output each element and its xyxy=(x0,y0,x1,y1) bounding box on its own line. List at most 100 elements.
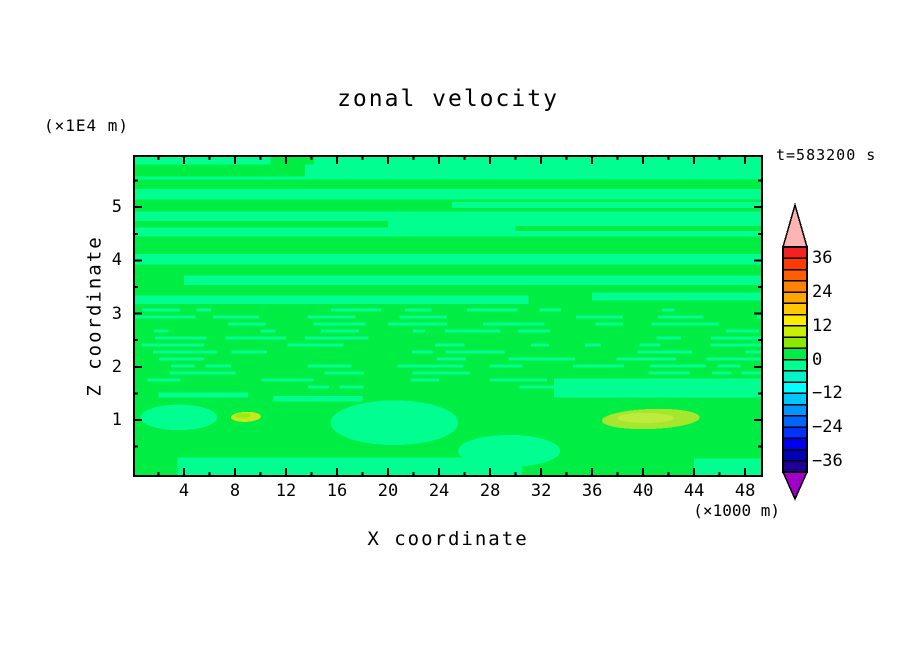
x-tick-label: 36 xyxy=(581,481,603,501)
dither-dash xyxy=(147,378,181,382)
colorbar-band xyxy=(782,460,808,473)
time-annotation: t=583200 s xyxy=(776,146,877,164)
dither-dash xyxy=(135,315,196,319)
dither-dash xyxy=(330,308,382,312)
colorbar-tick-label: −12 xyxy=(812,383,843,404)
x-tick-label: 24 xyxy=(428,481,450,501)
dither-dash xyxy=(307,364,352,368)
dither-dash xyxy=(399,315,448,319)
pos-streak xyxy=(135,220,389,228)
neg-streak xyxy=(553,378,761,398)
dither-dash xyxy=(142,308,180,312)
dither-dash xyxy=(637,350,692,354)
dither-dash xyxy=(308,385,330,389)
dither-dash xyxy=(445,350,505,354)
colorbar-band xyxy=(782,415,808,428)
neg-streak xyxy=(135,189,761,200)
colorbar-band xyxy=(782,257,808,271)
neg-streak xyxy=(135,295,529,305)
x-tick-label: 44 xyxy=(683,481,705,501)
x-tick-label: 48 xyxy=(734,481,756,501)
neg-streak xyxy=(184,275,761,285)
pos-streak xyxy=(270,157,315,165)
colorbar-band xyxy=(782,358,808,372)
x-axis-title: X coordinate xyxy=(367,528,529,550)
dither-dash xyxy=(662,308,675,312)
dither-dash xyxy=(651,322,719,326)
colorbar-tick-label: 0 xyxy=(812,349,823,370)
colorbar-tick-label: −24 xyxy=(812,417,843,437)
y-tick-label: 5 xyxy=(111,197,122,218)
dither-dash xyxy=(489,378,548,382)
neg-blob xyxy=(330,400,459,446)
dither-dash xyxy=(575,315,624,319)
dither-dash xyxy=(585,343,601,347)
colorbar-band xyxy=(782,392,808,406)
dither-dash xyxy=(154,329,169,333)
dither-dash xyxy=(482,322,545,326)
colorbar-under-arrow xyxy=(781,471,809,501)
chart-title: zonal velocity xyxy=(337,86,559,112)
dither-dash xyxy=(154,336,207,340)
dither-dash xyxy=(741,371,761,375)
dither-dash xyxy=(169,371,236,375)
x-tick-label: 20 xyxy=(377,481,399,501)
dither-dash xyxy=(539,308,562,312)
dither-dash xyxy=(639,343,661,347)
contour-field xyxy=(135,157,761,475)
dither-dash xyxy=(648,371,690,375)
dither-dash xyxy=(171,364,195,368)
colorbar-band xyxy=(782,302,808,316)
colorbar-band xyxy=(782,336,808,349)
dither-dash xyxy=(656,336,681,340)
x-tick-label: 4 xyxy=(178,481,190,501)
dither-dash xyxy=(412,329,426,333)
plot-frame xyxy=(133,155,763,477)
dither-dash xyxy=(595,322,624,326)
y-axis-unit-label: (×1E4 m) xyxy=(44,116,130,135)
dither-dash xyxy=(726,329,759,333)
colorbar-band xyxy=(782,291,808,304)
y-tick-label: 1 xyxy=(111,410,122,431)
colorbar-band xyxy=(782,280,808,293)
dither-dash xyxy=(573,364,624,368)
x-tick-label: 8 xyxy=(229,481,241,501)
dither-dash xyxy=(212,315,259,319)
dither-dash xyxy=(710,336,761,340)
dither-dash xyxy=(261,378,314,382)
dither-dash xyxy=(710,343,761,347)
dither-dash xyxy=(739,385,761,389)
colorbar-tick-label: 12 xyxy=(812,315,833,336)
dither-dash xyxy=(756,315,761,319)
dither-dash xyxy=(652,378,686,382)
colorbar xyxy=(781,202,809,501)
dither-dash xyxy=(508,357,575,361)
pos-streak xyxy=(135,164,306,177)
x-tick-label: 32 xyxy=(530,481,552,501)
colorbar-band xyxy=(782,268,808,282)
contour-plot xyxy=(133,155,763,477)
dither-dash xyxy=(604,385,631,389)
dither-dash xyxy=(405,308,432,312)
dither-dash xyxy=(467,308,518,312)
y-tick-label: 3 xyxy=(111,303,122,324)
dither-dash xyxy=(490,364,523,368)
dither-dash xyxy=(321,329,359,333)
colorbar-tick-label: −36 xyxy=(812,450,843,471)
neg-streak xyxy=(158,392,248,398)
dither-dash xyxy=(411,350,433,354)
x-tick-label: 40 xyxy=(632,481,654,501)
dither-dash xyxy=(412,371,470,375)
dither-dash xyxy=(152,350,218,354)
dither-dash xyxy=(260,329,276,333)
neg-blob xyxy=(458,434,561,467)
dither-dash xyxy=(196,308,212,312)
dither-dash xyxy=(287,343,344,347)
dither-dash xyxy=(339,385,364,389)
x-tick-label: 28 xyxy=(479,481,501,501)
dither-dash xyxy=(706,357,761,361)
colorbar-tick-label: 24 xyxy=(812,282,833,302)
velocity-maximum-core xyxy=(234,413,251,419)
dither-dash xyxy=(519,385,561,389)
